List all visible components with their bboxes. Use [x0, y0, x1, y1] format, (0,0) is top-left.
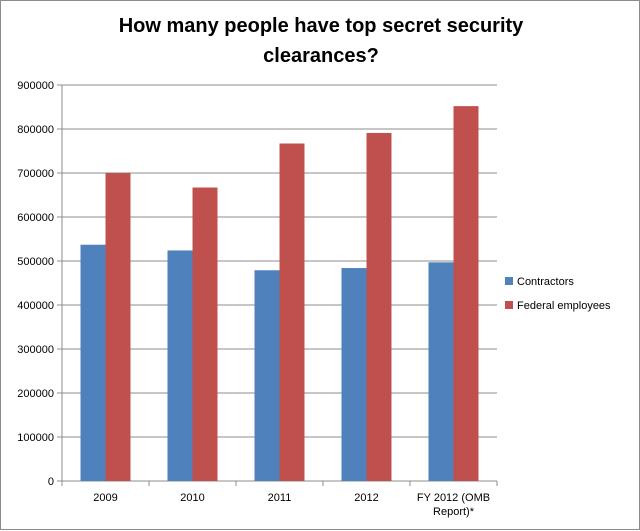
bar-federal-employees: [105, 173, 131, 481]
bar-contractors: [428, 262, 454, 481]
x-tick-label: 2012: [354, 492, 378, 504]
y-tick-label: 400000: [17, 300, 54, 312]
legend-swatch: [505, 277, 513, 285]
x-tick-label: 2010: [180, 492, 204, 504]
y-tick-label: 300000: [17, 344, 54, 356]
y-tick-label: 600000: [17, 212, 54, 224]
legend-label: Federal employees: [517, 300, 611, 312]
x-tick-label: 2011: [268, 492, 292, 504]
y-tick-label: 0: [48, 476, 54, 488]
y-tick-label: 900000: [17, 80, 54, 92]
x-tick-label: 2009: [93, 492, 117, 504]
legend-swatch: [505, 301, 513, 309]
bar-contractors: [254, 270, 280, 481]
bar-federal-employees: [279, 143, 305, 481]
y-tick-label: 800000: [17, 124, 54, 136]
bar-contractors: [80, 244, 106, 481]
bar-federal-employees: [453, 106, 479, 482]
x-tick-label-line: 2010: [180, 492, 204, 504]
x-tick-label-line: 2011: [268, 492, 292, 504]
bar-federal-employees: [366, 132, 392, 481]
x-tick-label-line: 2012: [354, 492, 378, 504]
bar-federal-employees: [192, 187, 218, 481]
y-tick-label: 700000: [17, 168, 54, 180]
x-tick-label-line: Report)*: [433, 506, 475, 518]
y-tick-label: 100000: [17, 432, 54, 444]
legend-label: Contractors: [517, 276, 574, 288]
x-tick-label: FY 2012 (OMB Report)*: [417, 492, 490, 518]
bar-contractors: [167, 250, 193, 481]
y-tick-label: 500000: [17, 256, 54, 268]
x-tick-label-line: FY 2012 (OMB: [417, 492, 490, 504]
chart-title: How many people have top secret security…: [118, 15, 524, 67]
y-tick-label: 200000: [17, 388, 54, 400]
bar-contractors: [341, 268, 367, 481]
x-tick-label-line: 2009: [93, 492, 117, 504]
